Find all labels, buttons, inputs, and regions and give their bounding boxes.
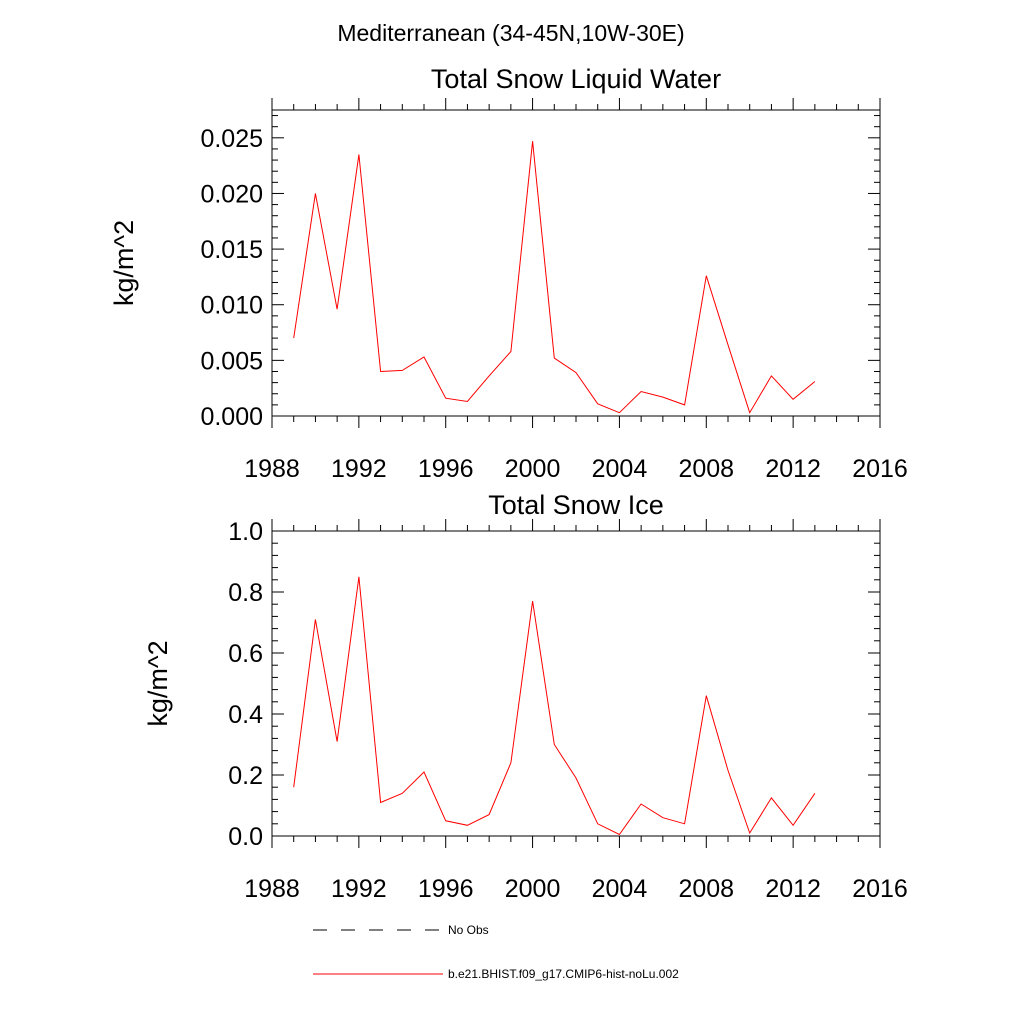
x-tick-label: 2000 [505, 875, 561, 903]
plot-frame [271, 109, 881, 417]
x-tick-label: 2004 [592, 875, 648, 903]
y-tick-label: 0.025 [200, 125, 263, 153]
plot-frame [271, 530, 881, 837]
panel-total-snow-liquid-water: Total Snow Liquid Water 1988 1992 1996 2000 2… [109, 64, 908, 483]
x-tick-label: 1996 [418, 455, 474, 483]
x-tick-label: 2004 [592, 455, 648, 483]
x-tick-label: 2000 [505, 455, 561, 483]
series-line-0 [293, 141, 816, 414]
y-tick-label: 1.0 [228, 518, 263, 546]
series-line-0 [293, 576, 816, 836]
x-tick-label: 2008 [678, 455, 734, 483]
x-tick-label: 2016 [852, 875, 908, 903]
y-tick-label: 0.010 [200, 292, 263, 320]
chart-title: Total Snow Ice [488, 490, 664, 520]
legend-no-obs-label: No Obs [448, 923, 489, 937]
legend-model-label: b.e21.BHIST.f09_g17.CMIP6-hist-noLu.002 [448, 967, 679, 981]
x-tick-label: 2012 [765, 455, 821, 483]
x-tick-label: 2016 [852, 455, 908, 483]
x-tick-label: 1992 [331, 875, 387, 903]
figure-main-title: Mediterranean (34-45N,10W-30E) [337, 20, 684, 46]
legend: No Obs b.e21.BHIST.f09_g17.CMIP6-hist-no… [313, 923, 679, 981]
x-tick-label: 1988 [244, 455, 300, 483]
y-tick-label: 0.0 [228, 823, 263, 851]
x-tick-label: 1992 [331, 455, 387, 483]
chart-title: Total Snow Liquid Water [431, 64, 721, 94]
y-tick-label: 0.6 [228, 640, 263, 668]
y-tick-label: 0.4 [228, 701, 263, 729]
y-tick-label: 0.020 [200, 180, 263, 208]
y-tick-label: 0.2 [228, 762, 263, 790]
y-tick-label: 0.8 [228, 579, 263, 607]
x-tick-label: 2012 [765, 875, 821, 903]
panel-total-snow-ice: Total Snow Ice 1988 1992 1996 2000 2004 2008 20… [143, 490, 908, 903]
x-tick-label: 1996 [418, 875, 474, 903]
x-tick-label: 1988 [244, 875, 300, 903]
y-tick-label: 0.000 [200, 403, 263, 431]
x-tick-label: 2008 [678, 875, 734, 903]
y-tick-label: 0.015 [200, 236, 263, 264]
y-axis-label: kg/m^2 [109, 220, 139, 306]
y-tick-label: 0.005 [200, 347, 263, 375]
y-axis-label: kg/m^2 [143, 640, 173, 726]
